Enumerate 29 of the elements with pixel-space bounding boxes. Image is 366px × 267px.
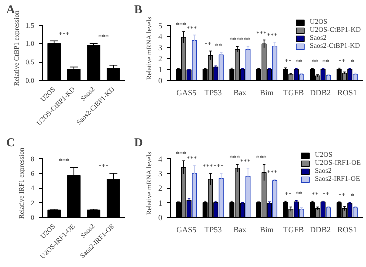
x-tick-label: Bax [234,88,247,98]
x-tick-label: TGFB [284,226,304,234]
y-tick-label: 2 [158,54,162,64]
y-tick-label: 5 [158,21,162,30]
y-tick-label: 4 [158,154,162,164]
x-tick-label: Bax [234,226,247,234]
x-tick-label: TP53 [204,88,222,98]
y-tick-label: 3 [158,170,162,179]
x-tick-label: GAS5 [176,226,197,234]
y-tick-label: 1 [158,198,162,208]
y-tick-label: 0 [158,76,162,86]
y-tick-label: 4 [158,32,162,42]
x-tick-label: ROS1 [338,226,358,234]
x-tick-label: DDB2 [310,88,332,98]
x-tick-label: DDB2 [310,226,332,234]
chart-title: C [6,136,16,150]
x-tick-label: Bim [260,88,275,98]
x-tick-label: ROS1 [338,88,358,98]
chart-title: D [134,136,144,150]
y-tick-label: 3 [158,43,162,52]
x-tick-label: TGFB [284,88,304,98]
y-tick-label: 1 [158,65,162,74]
x-tick-label: TP53 [204,226,222,234]
y-tick-label: 2 [158,184,162,194]
chart-title: B [134,2,143,16]
chart-title: A [6,2,16,16]
x-tick-label: GAS5 [176,88,197,98]
x-tick-label: Bim [260,226,275,234]
y-tick-label: 0 [158,214,162,222]
